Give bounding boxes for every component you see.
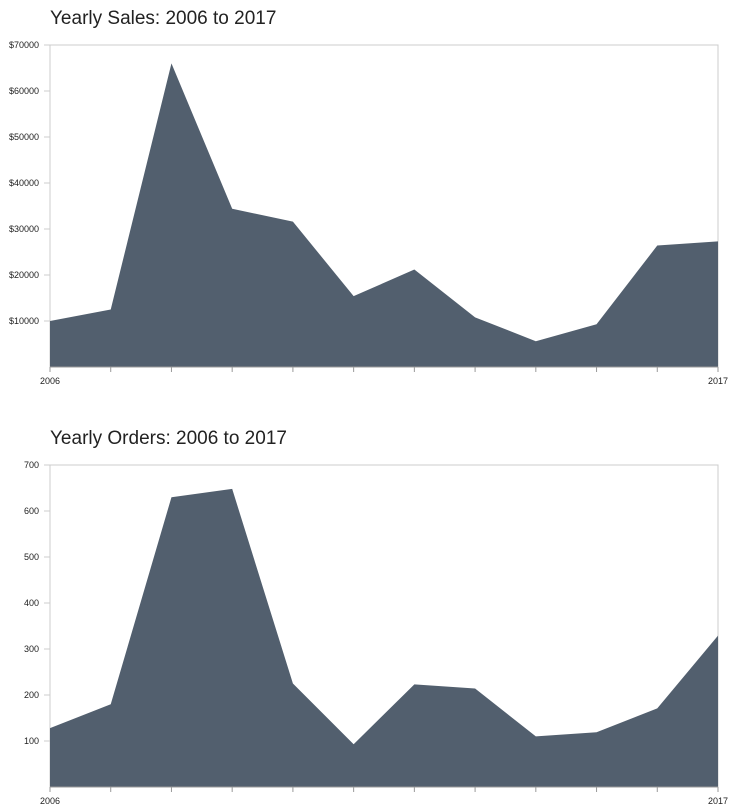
x-tick-label: 2006	[40, 796, 60, 806]
y-tick-label: $10000	[9, 316, 39, 326]
y-tick-label: 700	[24, 460, 39, 470]
y-tick-label: $20000	[9, 270, 39, 280]
y-tick-label: $30000	[9, 224, 39, 234]
y-tick-label: 400	[24, 598, 39, 608]
area	[50, 488, 718, 787]
x-tick-label: 2017	[708, 376, 728, 386]
chart-title: Yearly Orders: 2006 to 2017	[50, 428, 287, 449]
y-tick-label: $70000	[9, 40, 39, 50]
y-tick-label: 200	[24, 690, 39, 700]
x-tick-label: 2017	[708, 796, 728, 806]
chart-title: Yearly Sales: 2006 to 2017	[50, 8, 276, 29]
y-tick-label: 600	[24, 506, 39, 516]
y-tick-label: $60000	[9, 86, 39, 96]
y-tick-label: 300	[24, 644, 39, 654]
x-tick-label: 2006	[40, 376, 60, 386]
area	[50, 63, 718, 368]
y-tick-label: 100	[24, 736, 39, 746]
y-tick-label: 500	[24, 552, 39, 562]
y-tick-label: $50000	[9, 132, 39, 142]
y-tick-label: $40000	[9, 178, 39, 188]
